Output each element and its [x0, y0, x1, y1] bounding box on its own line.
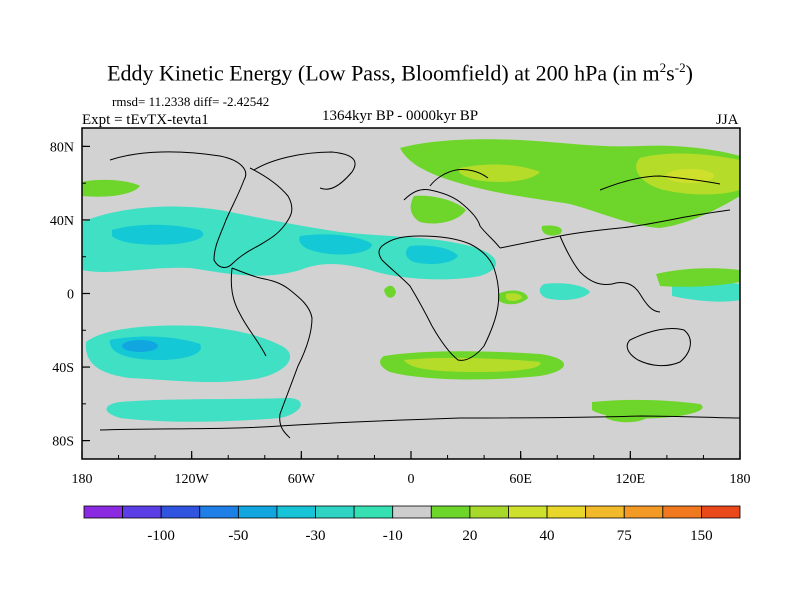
- colorbar-swatch: [199, 505, 239, 519]
- very-strong-positive-core: [666, 169, 714, 183]
- lon-tick-label: 180: [730, 472, 751, 487]
- colorbar-label: 150: [690, 528, 713, 544]
- colorbar-label: 75: [617, 528, 632, 544]
- lon-tick-label: 60E: [509, 472, 532, 487]
- colorbar-swatch: [662, 505, 702, 519]
- colorbar-swatch: [276, 505, 316, 519]
- lat-tick-label: 0: [67, 288, 74, 303]
- lon-tick-label: 180: [72, 472, 93, 487]
- colorbar-label: -30: [306, 528, 326, 544]
- colorbar-swatch: [122, 505, 162, 519]
- colorbar-swatch: [353, 505, 394, 519]
- colorbar-label: -100: [147, 528, 175, 544]
- colorbar: [83, 505, 741, 519]
- lat-tick-label: 40S: [52, 361, 74, 376]
- plot-title-exp1: 2: [659, 60, 667, 75]
- lat-tick-label: 80N: [50, 140, 74, 155]
- colorbar-swatch: [237, 505, 278, 519]
- plot-title: Eddy Kinetic Energy (Low Pass, Bloomfiel…: [0, 60, 800, 86]
- stats-label: rmsd= 11.2338 diff= -2.42542: [112, 94, 270, 109]
- coastlines: [99, 151, 740, 439]
- colorbar-swatch: [469, 505, 509, 519]
- colorbar-labels: -100 -50 -30 -10 20 40 75 150: [147, 528, 712, 544]
- colorbar-swatch: [585, 505, 625, 519]
- colorbar-label: -50: [228, 528, 248, 544]
- longitude-ticks: 180 120W 60W 0 60E 120E 180: [72, 451, 751, 487]
- plot-title-text: Eddy Kinetic Energy (Low Pass, Bloomfiel…: [107, 60, 660, 86]
- colorbar-swatch: [315, 505, 355, 519]
- lon-tick-label: 120W: [175, 472, 210, 487]
- lat-tick-label: 40N: [50, 214, 74, 229]
- plot-title-close: ): [685, 60, 693, 86]
- colorbar-swatch: [83, 505, 123, 519]
- season-label: JJA: [716, 112, 739, 128]
- colorbar-swatch: [392, 505, 432, 519]
- plot-title-exp2: -2: [674, 60, 686, 75]
- colorbar-swatch: [546, 505, 587, 519]
- lon-tick-label: 60W: [288, 472, 316, 487]
- latitude-ticks: 80N 40N 0 40S 80S: [50, 140, 90, 450]
- colorbar-swatch: [430, 505, 471, 519]
- colorbar-label: 20: [462, 528, 477, 544]
- lon-tick-label: 0: [408, 472, 415, 487]
- lat-tick-label: 80S: [52, 435, 74, 450]
- very-strong-negative-core: [122, 340, 158, 352]
- colorbar-swatch: [701, 505, 741, 519]
- colorbar-swatch: [623, 505, 664, 519]
- colorbar-label: 40: [540, 528, 555, 544]
- lon-tick-label: 120E: [616, 472, 646, 487]
- colorbar-swatch: [160, 505, 201, 519]
- period-label: 1364kyr BP - 0000kyr BP: [322, 108, 479, 124]
- experiment-label: Expt = tEvTX-tevta1: [82, 112, 209, 128]
- colorbar-swatch: [508, 505, 548, 519]
- plot-title-unit: s: [666, 60, 675, 86]
- anomaly-fields: [82, 139, 740, 439]
- colorbar-label: -10: [383, 528, 403, 544]
